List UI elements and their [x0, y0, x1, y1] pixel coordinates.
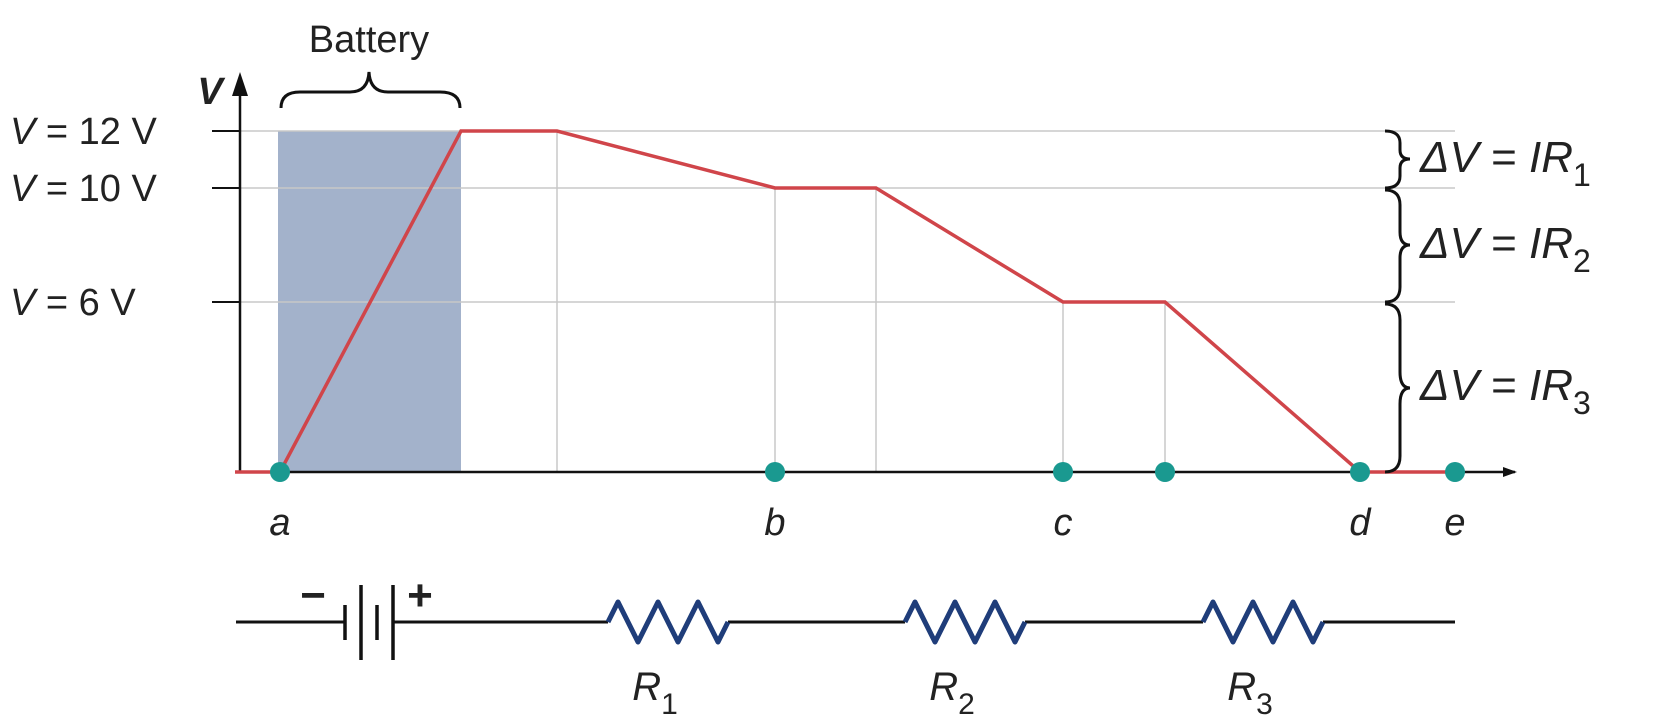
resistor-r3 [1200, 599, 1326, 645]
drop-brace-1 [1384, 129, 1411, 190]
point-label-c: c [1054, 502, 1073, 544]
node-dot-b [765, 462, 785, 482]
battery-minus-sign: − [300, 571, 326, 620]
drop-brace-3 [1384, 302, 1411, 474]
node-dot-d [1350, 462, 1370, 482]
y-tick-label-6: V = 6 V [10, 282, 136, 324]
point-label-b: b [764, 502, 785, 544]
battery-brace [279, 71, 462, 109]
resistor-label-r1: R1 [632, 665, 678, 721]
resistor-label-r2: R2 [929, 665, 975, 721]
node-dot-e [1445, 462, 1465, 482]
drop-brace-2 [1384, 188, 1411, 304]
drop-label-1: ΔV = IR1 [1419, 133, 1591, 193]
drop-label-3: ΔV = IR3 [1419, 361, 1591, 421]
battery-label: Battery [309, 19, 429, 61]
node-dot [1155, 462, 1175, 482]
node-dot-c [1053, 462, 1073, 482]
point-label-e: e [1444, 502, 1465, 544]
y-axis-label: V [197, 71, 225, 113]
point-label-a: a [269, 502, 290, 544]
potential-line [235, 129, 1455, 474]
node-dot-a [270, 462, 290, 482]
y-axis-arrowhead [232, 72, 248, 96]
battery-symbol [343, 585, 395, 660]
resistor-r1 [605, 599, 731, 645]
point-label-d: d [1349, 502, 1372, 544]
resistor-label-r3: R3 [1227, 665, 1273, 721]
y-tick-label-12: V = 12 V [10, 111, 157, 153]
battery-plus-sign: + [407, 571, 433, 620]
resistor-r2 [902, 599, 1028, 645]
drop-label-2: ΔV = IR2 [1419, 219, 1591, 279]
y-tick-label-10: V = 10 V [10, 168, 157, 210]
